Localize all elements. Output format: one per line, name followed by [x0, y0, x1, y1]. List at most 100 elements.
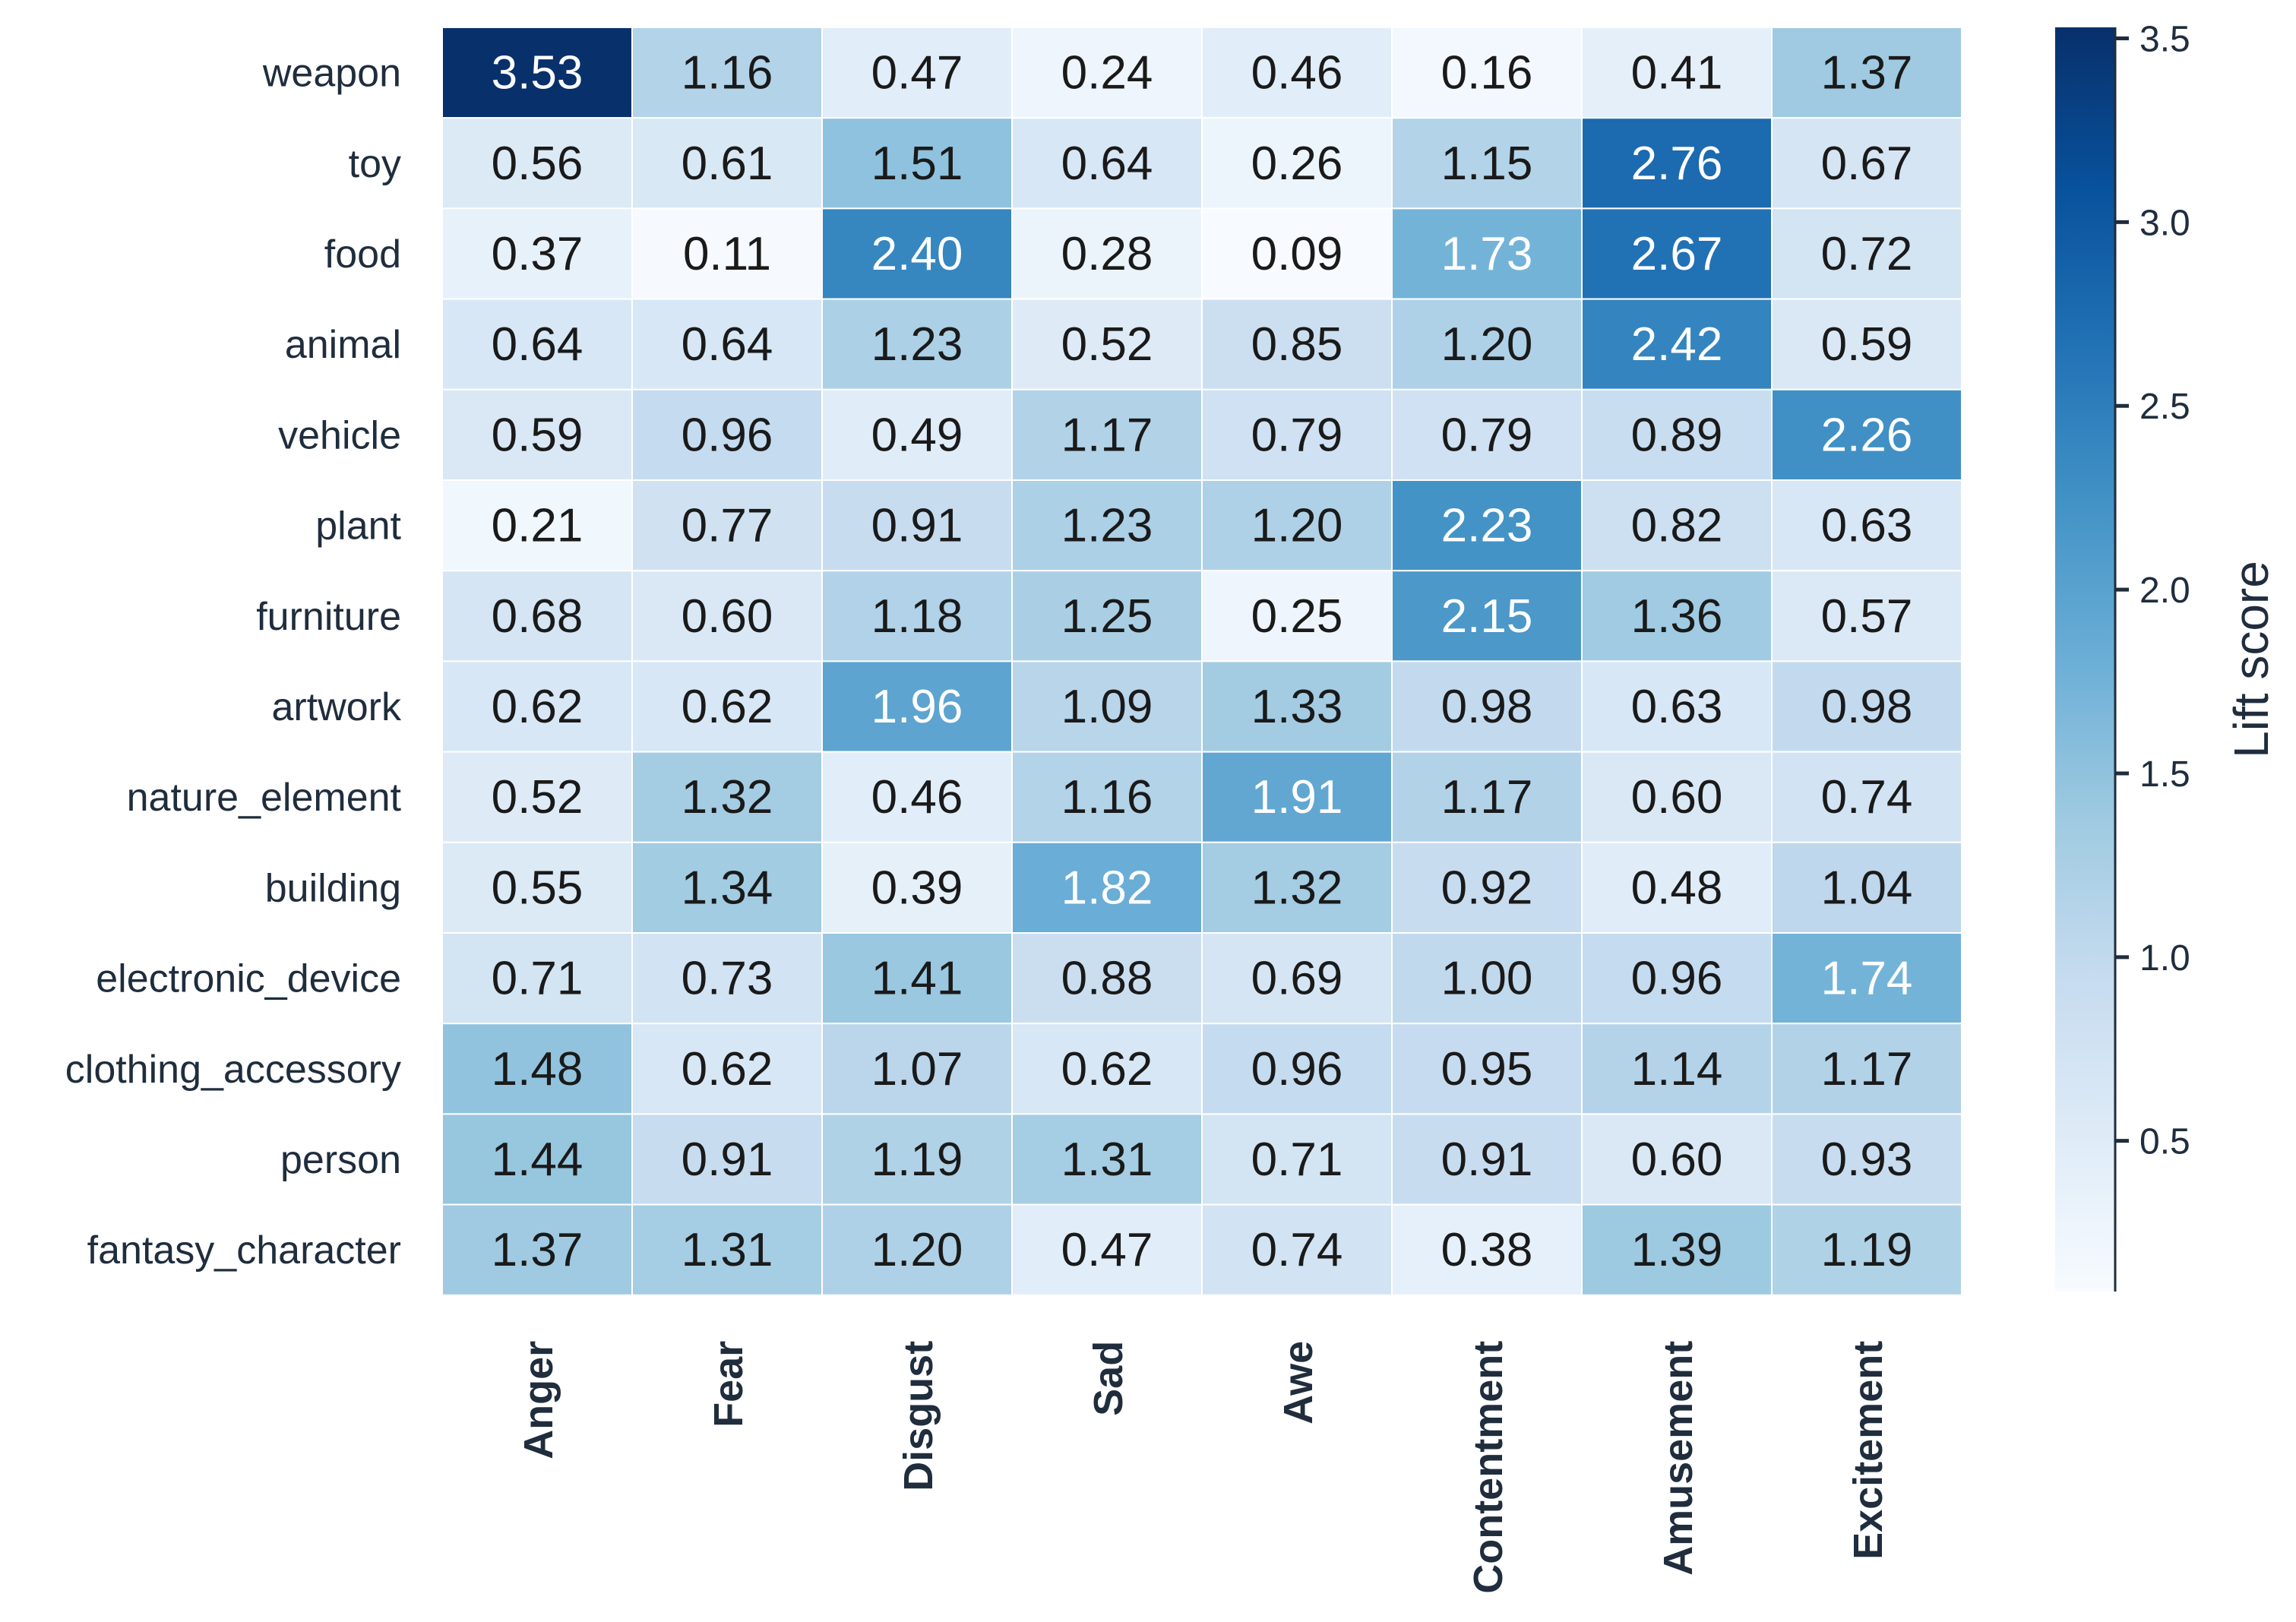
heatmap-cell [1771, 841, 1962, 934]
cell-value: 0.72 [1821, 228, 1913, 280]
cell-value: 0.71 [1251, 1134, 1343, 1186]
cell-value: 1.32 [1251, 862, 1343, 914]
cell-value: 0.93 [1821, 1134, 1913, 1186]
heatmap-cell [1391, 1023, 1583, 1115]
colorbar-tick-label: 3.0 [2139, 203, 2190, 243]
heatmap-cell [1391, 570, 1583, 662]
cell-value: 0.62 [682, 1043, 773, 1096]
cell-value: 1.96 [871, 681, 963, 733]
row-label: person [280, 1138, 401, 1182]
cell-value: 0.21 [492, 500, 583, 552]
cell-value: 1.14 [1631, 1043, 1723, 1096]
colorbar-tick-label: 1.0 [2139, 938, 2190, 979]
cell-value: 0.60 [1631, 1134, 1723, 1186]
heatmap-cell [1201, 117, 1393, 210]
cell-value: 1.74 [1821, 953, 1913, 1005]
heatmap-cell [631, 479, 823, 572]
heatmap-cell [821, 1113, 1013, 1206]
row-label: nature_element [127, 776, 402, 820]
cell-value: 1.37 [1821, 47, 1913, 100]
cell-value: 1.07 [871, 1043, 963, 1096]
heatmap-cell [1201, 479, 1393, 572]
cell-value: 1.44 [492, 1134, 583, 1186]
heatmap-cell [1391, 1113, 1583, 1206]
cell-value: 2.76 [1631, 138, 1723, 190]
heatmap-cell [441, 207, 633, 300]
heatmap-cell [441, 1113, 633, 1206]
heatmap-cell [1011, 841, 1203, 934]
row-label: plant [315, 504, 401, 549]
heatmap-cell [821, 207, 1013, 300]
cell-value: 1.33 [1251, 681, 1343, 733]
heatmap-cell [1201, 841, 1393, 934]
row-label: toy [349, 142, 401, 186]
heatmap-cell [1391, 751, 1583, 843]
cell-value: 0.67 [1821, 138, 1913, 190]
heatmap-cell [821, 660, 1013, 753]
cell-value: 1.20 [1251, 500, 1343, 552]
heatmap-cell [1771, 751, 1962, 843]
column-label: Contentment [1466, 1341, 1511, 1594]
cell-value: 1.19 [871, 1134, 963, 1186]
heatmap-cell [821, 388, 1013, 481]
heatmap-cell [1201, 751, 1393, 843]
heatmap-cell [1581, 932, 1773, 1025]
heatmap-cell [1011, 1113, 1203, 1206]
heatmap-cell [631, 751, 823, 843]
cell-value: 0.62 [492, 681, 583, 733]
heatmap-cell [821, 932, 1013, 1025]
cell-value: 0.96 [1631, 953, 1723, 1005]
row-label: electronic_device [96, 957, 401, 1001]
heatmap-cell [1581, 1113, 1773, 1206]
heatmap-cell [1581, 570, 1773, 662]
heatmap-cell [441, 841, 633, 934]
heatmap-cell [1771, 932, 1962, 1025]
heatmap-cell [1771, 570, 1962, 662]
heatmap-cell [1011, 932, 1203, 1025]
cell-value: 1.17 [1821, 1043, 1913, 1096]
heatmap-cell [441, 1203, 633, 1296]
cell-value: 1.04 [1821, 862, 1913, 914]
cell-value: 2.26 [1821, 409, 1913, 461]
cell-value: 1.15 [1441, 138, 1533, 190]
heatmap-cell [1581, 1023, 1773, 1115]
heatmap-cell [631, 207, 823, 300]
cell-value: 0.52 [492, 771, 583, 824]
colorbar-tick-label: 3.5 [2139, 20, 2190, 60]
heatmap-cell [1011, 207, 1203, 300]
cell-value: 0.74 [1821, 771, 1913, 824]
column-label: Awe [1276, 1341, 1321, 1424]
row-label: vehicle [278, 413, 401, 457]
colorbar: 0.5 1.0 1.5 2.0 2.5 3.0 3.5 Lift score [2055, 20, 2279, 1292]
row-label: food [324, 232, 401, 277]
heatmap-cell [1771, 388, 1962, 481]
cell-value: 0.47 [871, 47, 963, 100]
cell-value: 0.85 [1251, 318, 1343, 371]
cell-value: 0.55 [492, 862, 583, 914]
heatmap-cell [441, 27, 633, 119]
heatmap-cell [1771, 117, 1962, 210]
heatmap-cell [1011, 1023, 1203, 1115]
cell-value: 0.09 [1251, 228, 1343, 280]
cell-value: 0.68 [492, 590, 583, 643]
cell-value: 0.47 [1061, 1224, 1153, 1276]
heatmap-cell [1771, 1203, 1962, 1296]
heatmap-cell [1391, 1203, 1583, 1296]
heatmap-cell [1581, 1203, 1773, 1296]
heatmap-cell [1771, 1023, 1962, 1115]
cell-value: 1.31 [682, 1224, 773, 1276]
cell-value: 1.51 [871, 138, 963, 190]
cell-value: 0.52 [1061, 318, 1153, 371]
heatmap-cell [1201, 207, 1393, 300]
row-label: furniture [256, 595, 401, 639]
cell-value: 1.19 [1821, 1224, 1913, 1276]
colorbar-tick-label: 1.5 [2139, 754, 2190, 795]
row-label: animal [285, 323, 401, 367]
cell-value: 1.31 [1061, 1134, 1153, 1186]
heatmap-cell [821, 27, 1013, 119]
cell-value: 0.60 [682, 590, 773, 643]
cell-value: 1.23 [1061, 500, 1153, 552]
column-label: Disgust [896, 1341, 941, 1491]
column-labels: Anger Fear Disgust Sad Awe Contentment Amuseme… [516, 1341, 1891, 1594]
cell-value: 0.64 [492, 318, 583, 371]
